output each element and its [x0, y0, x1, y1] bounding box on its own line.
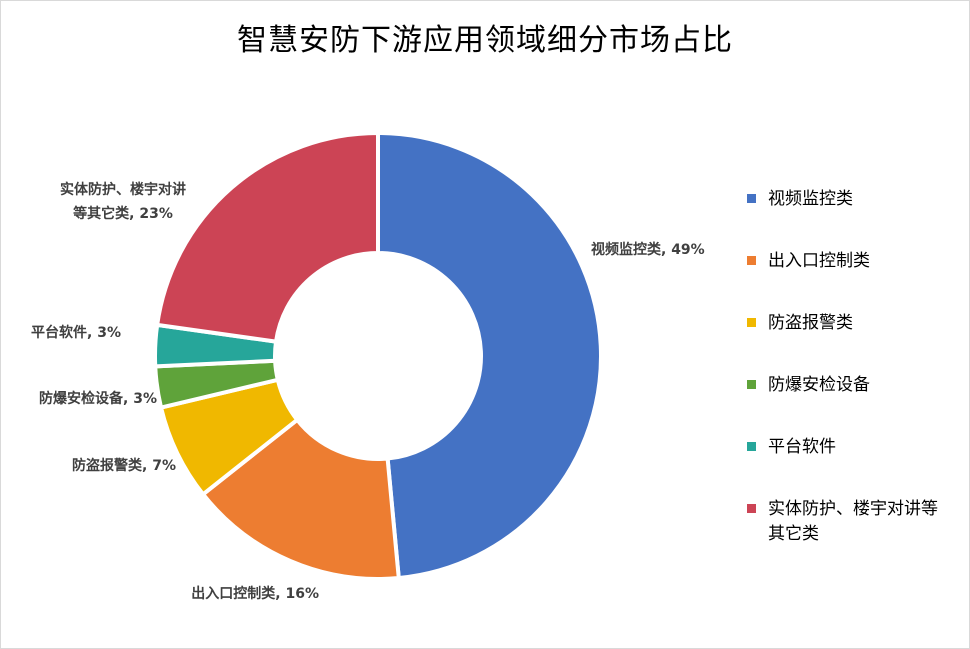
- legend-swatch: [747, 504, 756, 513]
- legend-item: 视频监控类: [747, 187, 948, 249]
- legend-item: 防盗报警类: [747, 311, 948, 373]
- legend-swatch: [747, 318, 756, 327]
- legend: 视频监控类出入口控制类 防盗报警类防爆安检设备 平台软件实体防护、楼宇对讲等其它类: [747, 187, 948, 559]
- donut-slice-0: [376, 130, 603, 581]
- legend-item: 平台软件: [747, 435, 948, 497]
- data-label-3: 防爆安检设备, 3%: [39, 390, 157, 407]
- legend-swatch: [747, 194, 756, 203]
- legend-item: 防爆安检设备: [747, 373, 948, 435]
- legend-item: 出入口控制类: [747, 249, 948, 311]
- data-label-4: 平台软件, 3%: [31, 324, 121, 341]
- donut-slice-5: [154, 130, 380, 344]
- legend-swatch: [747, 256, 756, 265]
- legend-swatch: [747, 380, 756, 389]
- legend-label: 防爆安检设备: [768, 375, 870, 395]
- legend-label: 实体防护、楼宇对讲等其它类: [768, 499, 938, 544]
- data-label-2: 防盗报警类, 7%: [72, 457, 176, 474]
- legend-label: 视频监控类: [768, 189, 853, 209]
- chart-title: 智慧安防下游应用领域细分市场占比: [237, 23, 733, 58]
- data-label-5-line-0: 实体防护、楼宇对讲: [60, 181, 186, 198]
- donut-slice-1: [200, 417, 401, 581]
- data-label-1: 出入口控制类, 16%: [191, 585, 319, 602]
- legend-swatch: [747, 442, 756, 451]
- legend-label: 防盗报警类: [768, 313, 853, 333]
- data-label-5-line-1: 等其它类, 23%: [73, 205, 173, 222]
- legend-label: 平台软件: [768, 437, 836, 457]
- data-label-0: 视频监控类, 49%: [591, 241, 705, 258]
- legend-label: 出入口控制类: [768, 251, 870, 271]
- legend-item: 实体防护、楼宇对讲等其它类: [747, 497, 948, 559]
